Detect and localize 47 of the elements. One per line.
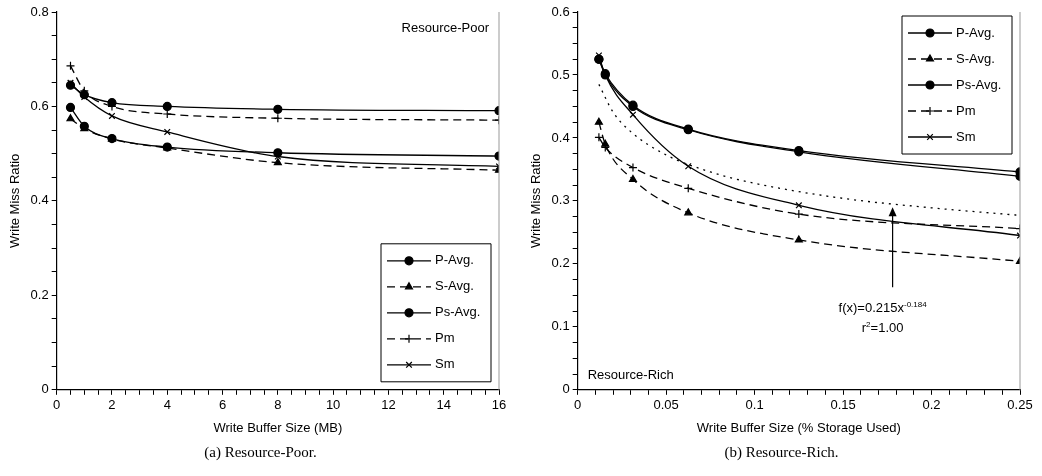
x-tick-label: 0 xyxy=(574,397,582,413)
annotation: Resource-Rich xyxy=(587,366,674,382)
legend-label: Sm xyxy=(956,128,976,144)
x-tick-label: 10 xyxy=(325,397,341,413)
y-tick-label: 0 xyxy=(562,381,570,397)
x-tick-label: 16 xyxy=(491,397,507,413)
x-tick-label: 0.15 xyxy=(830,397,856,413)
x-tick-label: 0.25 xyxy=(1007,397,1033,413)
annotation: r$^{2}$=1.00 xyxy=(861,319,904,338)
y-tick-label: 0.8 xyxy=(30,3,49,19)
legend-label: Ps-Avg. xyxy=(435,304,481,320)
y-tick-label: 0.2 xyxy=(551,255,570,271)
legend-label: Ps-Avg. xyxy=(956,76,1002,92)
x-tick-label: 14 xyxy=(436,397,451,413)
legend-label: Pm xyxy=(956,102,976,118)
y-tick-label: 0.2 xyxy=(30,286,49,302)
x-axis-title: Write Buffer Size (MB) xyxy=(213,419,343,435)
y-tick-label: 0.4 xyxy=(30,192,49,208)
y-tick-label: 0.6 xyxy=(30,98,49,114)
y-axis-title: Write Miss Ratio xyxy=(528,153,544,249)
x-tick-label: 6 xyxy=(218,397,227,413)
legend-label: P-Avg. xyxy=(956,24,995,40)
x-tick-label: 0.05 xyxy=(653,397,679,413)
legend-label: Pm xyxy=(435,330,455,346)
y-tick-label: 0.4 xyxy=(551,129,570,145)
text: (b) Resource-Rich. xyxy=(723,443,840,462)
annotation: f(x)=0.215x$^{-0.184}$ xyxy=(838,299,927,318)
x-axis-title: Write Buffer Size (% Storage Used) xyxy=(696,419,901,435)
legend-label: P-Avg. xyxy=(435,252,474,268)
x-tick-label: 12 xyxy=(381,397,396,413)
y-tick-label: 0 xyxy=(41,381,49,397)
x-tick-label: 2 xyxy=(108,397,116,413)
legend-label: S-Avg. xyxy=(956,50,995,66)
y-tick-label: 0.3 xyxy=(551,192,570,208)
x-tick-label: 8 xyxy=(274,397,282,413)
y-tick-label: 0.1 xyxy=(551,318,570,334)
x-tick-label: 0.2 xyxy=(922,397,941,413)
y-axis-title: Write Miss Ratio xyxy=(7,153,23,249)
text: (a) Resource-Poor. xyxy=(203,443,318,462)
annotation: Resource-Poor xyxy=(401,20,490,36)
y-tick-label: 0.5 xyxy=(551,66,570,82)
y-tick-label: 0.6 xyxy=(551,3,570,19)
legend-label: S-Avg. xyxy=(435,278,474,294)
x-tick-label: 0 xyxy=(53,397,61,413)
x-tick-label: 0.1 xyxy=(745,397,764,413)
x-tick-label: 4 xyxy=(163,397,171,413)
legend-label: Sm xyxy=(435,356,455,372)
